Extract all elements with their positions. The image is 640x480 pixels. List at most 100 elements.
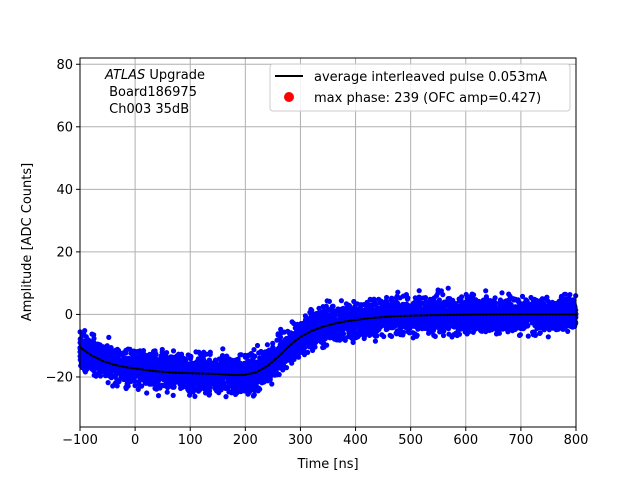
sample-point — [525, 333, 531, 339]
sample-point — [206, 358, 212, 364]
sample-point — [409, 308, 415, 315]
sample-point — [122, 376, 129, 383]
sample-point — [516, 299, 522, 306]
sample-point — [79, 333, 85, 339]
sample-point — [412, 331, 418, 337]
sample-point — [437, 326, 443, 332]
sample-point — [164, 389, 170, 395]
sample-point — [472, 315, 479, 321]
sample-point — [115, 349, 121, 355]
sample-point — [495, 320, 501, 326]
sample-point — [364, 299, 370, 305]
sample-point — [245, 383, 251, 389]
sample-point — [470, 293, 476, 299]
sample-point — [376, 326, 382, 332]
sample-point — [301, 352, 308, 358]
sample-point — [434, 321, 440, 327]
sample-point — [463, 291, 469, 298]
sample-point — [117, 360, 123, 366]
sample-point — [384, 294, 390, 301]
sample-point — [338, 298, 344, 304]
sample-point — [350, 339, 356, 345]
sample-point — [155, 393, 162, 399]
sample-point — [563, 305, 569, 311]
sample-point — [170, 392, 176, 398]
sample-point — [128, 378, 134, 384]
sample-point — [242, 388, 248, 394]
sample-point — [572, 319, 578, 325]
sample-point — [257, 375, 263, 381]
sample-point — [516, 332, 523, 338]
sample-point — [401, 329, 407, 335]
sample-point — [474, 301, 480, 307]
sample-point — [400, 293, 406, 299]
sample-point — [435, 287, 441, 293]
sample-point — [553, 307, 559, 313]
sample-point — [365, 324, 371, 330]
sample-point — [138, 376, 144, 382]
sample-point — [497, 326, 503, 332]
sample-point — [326, 306, 332, 313]
sample-point — [483, 288, 489, 294]
sample-point — [434, 292, 440, 299]
sample-point — [190, 389, 196, 395]
sample-point — [212, 364, 218, 370]
sample-point — [192, 378, 198, 384]
sample-point — [411, 322, 417, 328]
sample-point — [128, 372, 134, 378]
sample-point — [270, 340, 276, 346]
sample-point — [567, 300, 573, 307]
sample-point — [194, 362, 200, 368]
sample-point — [468, 325, 474, 331]
sample-point — [123, 350, 129, 356]
sample-point — [110, 348, 116, 354]
sample-point — [341, 331, 347, 337]
sample-point — [163, 362, 169, 368]
sample-point — [318, 317, 324, 323]
sample-point — [450, 323, 456, 330]
sample-point — [569, 304, 575, 311]
sample-point — [225, 378, 231, 384]
sample-point — [171, 361, 178, 367]
sample-point — [389, 295, 395, 301]
sample-point — [485, 325, 491, 332]
sample-point — [389, 333, 395, 339]
sample-point — [364, 329, 370, 336]
sample-point — [218, 361, 225, 367]
sample-point — [449, 300, 456, 306]
sample-point — [201, 349, 207, 355]
sample-point — [123, 385, 129, 392]
sample-point — [226, 356, 233, 362]
sample-point — [171, 381, 177, 387]
sample-point — [545, 324, 551, 330]
sample-point — [300, 345, 306, 351]
sample-point — [388, 325, 394, 331]
sample-point — [322, 336, 328, 342]
sample-point — [478, 328, 484, 334]
sample-point — [234, 386, 240, 392]
sample-point — [528, 301, 534, 307]
sample-point — [490, 298, 496, 304]
sample-point — [324, 311, 330, 318]
sample-point — [283, 365, 290, 371]
sample-point — [426, 330, 432, 336]
sample-point — [98, 368, 104, 374]
sample-point — [567, 292, 573, 298]
sample-point — [250, 352, 256, 358]
sample-point — [462, 320, 468, 326]
sample-point — [413, 300, 419, 306]
sample-point — [164, 355, 170, 361]
sample-point — [226, 365, 232, 371]
sample-point — [324, 319, 330, 325]
sample-point — [170, 348, 177, 354]
sample-point — [147, 351, 153, 357]
sample-point — [161, 383, 167, 389]
sample-point — [534, 300, 540, 306]
sample-point — [446, 331, 452, 337]
sample-point — [382, 302, 389, 308]
sample-point — [100, 348, 106, 354]
sample-point — [144, 390, 150, 396]
sample-point — [436, 305, 442, 311]
sample-point — [445, 285, 451, 291]
sample-point — [139, 383, 145, 389]
